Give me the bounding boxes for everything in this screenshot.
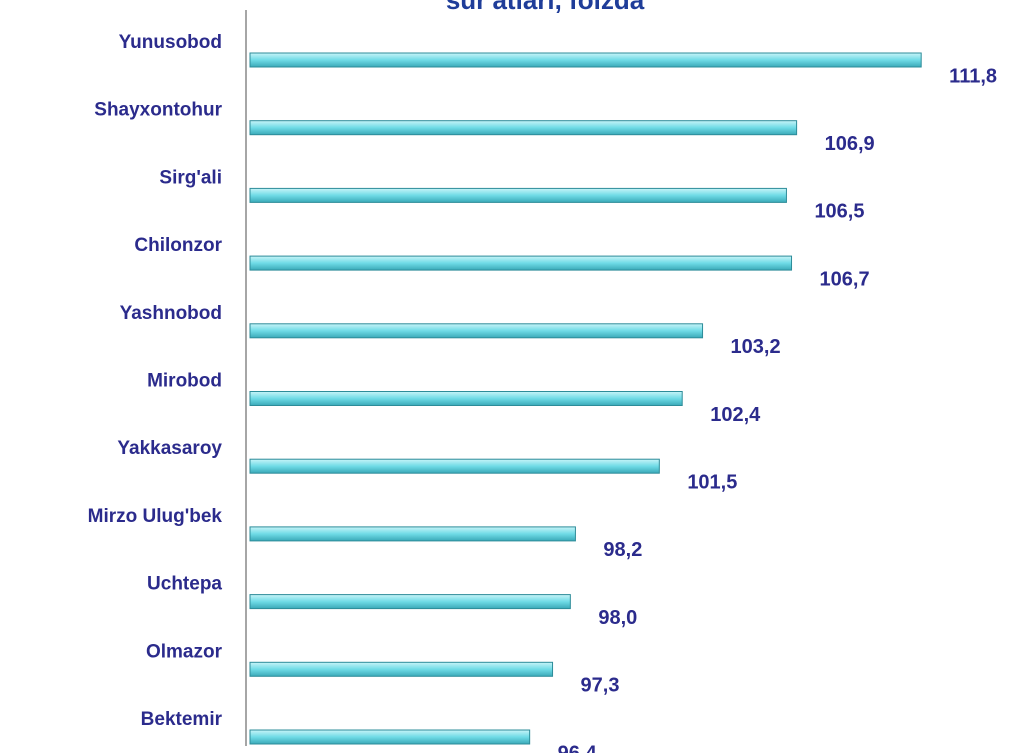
value-label: 111,8 [949,65,997,87]
y-tick-label: Bektemir [141,709,223,730]
bar [249,120,798,136]
y-tick-label: Shayxontohur [94,100,222,121]
bar [249,187,787,203]
y-tick-label: Chilonzor [134,235,222,256]
y-tick-label: Uchtepa [147,574,222,595]
y-tick-label: Yashnobod [120,303,222,324]
value-label: 101,5 [687,471,737,493]
y-tick-label: Olmazor [146,641,223,662]
bar [249,323,704,339]
value-label: 98,2 [603,539,642,561]
value-label: 97,3 [581,675,620,697]
bar [249,729,531,745]
y-tick-label: Yunusobod [119,32,222,53]
y-tick-label: Mirzo Ulug'bek [88,506,223,527]
bar [249,52,922,68]
bar [249,594,571,610]
y-tick-label: Yakkasaroy [117,438,222,459]
value-label: 103,2 [731,336,781,358]
value-label: 96,4 [558,742,598,753]
bar [249,661,554,677]
value-label: 106,7 [820,268,870,290]
bar [249,255,793,271]
bar [249,526,576,542]
bar [249,458,660,474]
value-label: 98,0 [598,607,637,629]
value-label: 106,9 [825,133,875,155]
y-tick-label: Sirg'ali [159,167,222,188]
bar [249,391,683,406]
value-label: 106,5 [814,201,864,223]
y-tick-label: Mirobod [147,371,222,392]
value-label: 102,4 [710,404,761,426]
chart-title: sur'atlari, foizda [446,0,645,15]
